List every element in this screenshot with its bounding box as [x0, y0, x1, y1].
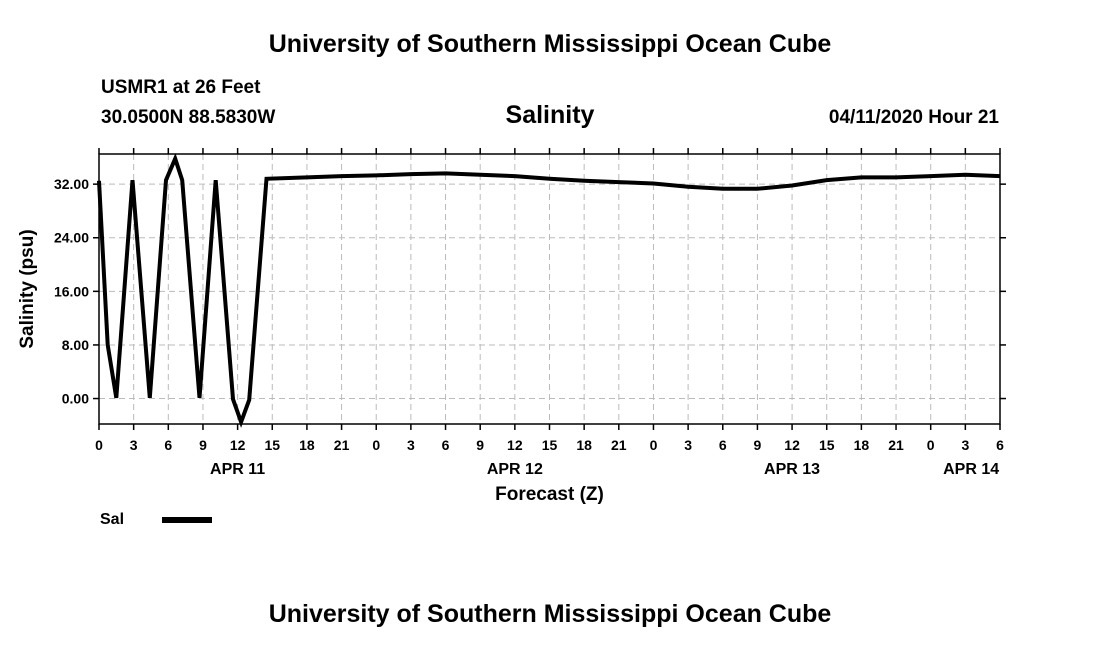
forecast-datetime: 04/11/2020 Hour 21 — [828, 107, 999, 128]
x-tick-label: 3 — [130, 437, 138, 453]
x-tick-label: 0 — [650, 437, 658, 453]
x-tick-label: 15 — [542, 437, 558, 453]
x-tick-label: 6 — [442, 437, 450, 453]
x-tick-label: 6 — [164, 437, 172, 453]
y-tick-label: 32.00 — [54, 176, 89, 192]
x-tick-label: 21 — [334, 437, 350, 453]
x-tick-label: 18 — [576, 437, 592, 453]
axis-labels: 0.00 8.00 16.00 24.00 32.00 0 3 6 9 12 15 18 21 0 3 6 9 1… — [54, 176, 1004, 478]
x-tick-label: 12 — [784, 437, 800, 453]
x-tick-label: 18 — [854, 437, 870, 453]
x-day-label: APR 11 — [210, 461, 265, 478]
x-tick-label: 12 — [507, 437, 523, 453]
y-tick-label: 16.00 — [54, 283, 89, 299]
variable-title: Salinity — [505, 101, 595, 129]
x-tick-label: 15 — [264, 437, 280, 453]
x-tick-label: 3 — [961, 437, 969, 453]
legend-label: Sal — [100, 511, 124, 528]
station-label: USMR1 at 26 Feet — [101, 77, 261, 98]
x-tick-label: 9 — [754, 437, 762, 453]
series-line-sal — [97, 153, 1001, 428]
y-tick-label: 8.00 — [62, 337, 89, 353]
x-tick-label: 21 — [888, 437, 904, 453]
station-coordinates: 30.0500N 88.5830W — [101, 107, 276, 128]
grid-lines — [99, 154, 1000, 424]
x-tick-label: 0 — [95, 437, 103, 453]
x-tick-label: 0 — [927, 437, 935, 453]
y-tick-label: 24.00 — [54, 230, 89, 246]
chart-bottom-title: University of Southern Mississippi Ocean… — [268, 600, 832, 628]
x-axis-title: Forecast (Z) — [495, 484, 604, 505]
x-tick-label: 18 — [299, 437, 315, 453]
x-tick-label: 6 — [996, 437, 1004, 453]
x-tick-label: 15 — [819, 437, 835, 453]
axis-ticks — [93, 148, 1006, 430]
x-tick-label: 9 — [199, 437, 207, 453]
y-tick-label: 0.00 — [62, 391, 89, 407]
x-tick-label: 12 — [230, 437, 246, 453]
x-tick-label: 3 — [407, 437, 415, 453]
x-tick-label: 21 — [611, 437, 627, 453]
x-tick-label: 9 — [476, 437, 484, 453]
chart-main-title: University of Southern Mississippi Ocean… — [268, 30, 832, 58]
x-tick-label: 0 — [372, 437, 380, 453]
x-day-label: APR 12 — [487, 461, 543, 478]
x-tick-label: 3 — [684, 437, 692, 453]
y-axis-title: Salinity (psu) — [17, 229, 38, 348]
x-day-label: APR 13 — [764, 461, 820, 478]
x-day-label: APR 14 — [943, 461, 999, 478]
x-tick-label: 6 — [719, 437, 727, 453]
